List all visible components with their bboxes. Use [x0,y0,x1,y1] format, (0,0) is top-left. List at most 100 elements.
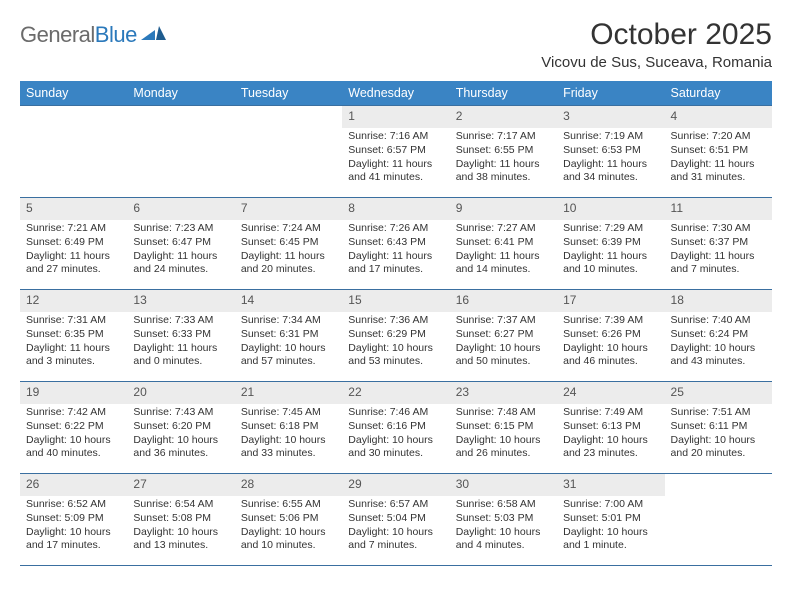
title-block: October 2025 Vicovu de Sus, Suceava, Rom… [541,18,772,71]
calendar-day-cell: 6Sunrise: 7:23 AMSunset: 6:47 PMDaylight… [127,197,234,289]
daylight-text: and 1 minute. [563,539,658,553]
day-number: 24 [557,381,664,404]
sunset-text: Sunset: 6:47 PM [133,236,228,250]
calendar-day-cell [20,105,127,197]
day-content: Sunrise: 7:42 AMSunset: 6:22 PMDaylight:… [20,404,127,465]
sunset-text: Sunset: 6:16 PM [348,420,443,434]
daylight-text: and 3 minutes. [26,355,121,369]
day-content: Sunrise: 7:39 AMSunset: 6:26 PMDaylight:… [557,312,664,373]
day-number: 10 [557,197,664,220]
sunrise-text: Sunrise: 7:26 AM [348,222,443,236]
sunset-text: Sunset: 6:51 PM [671,144,766,158]
day-number: 8 [342,197,449,220]
sunrise-text: Sunrise: 7:24 AM [241,222,336,236]
daylight-text: Daylight: 11 hours [671,250,766,264]
sunrise-text: Sunrise: 7:17 AM [456,130,551,144]
sunrise-text: Sunrise: 6:54 AM [133,498,228,512]
calendar-day-cell: 18Sunrise: 7:40 AMSunset: 6:24 PMDayligh… [665,289,772,381]
daylight-text: and 14 minutes. [456,263,551,277]
sunrise-text: Sunrise: 7:23 AM [133,222,228,236]
weekday-header: Saturday [665,81,772,105]
day-content: Sunrise: 7:31 AMSunset: 6:35 PMDaylight:… [20,312,127,373]
sunrise-text: Sunrise: 7:48 AM [456,406,551,420]
daylight-text: and 20 minutes. [241,263,336,277]
sunset-text: Sunset: 6:31 PM [241,328,336,342]
daylight-text: Daylight: 11 hours [241,250,336,264]
calendar-day-cell: 2Sunrise: 7:17 AMSunset: 6:55 PMDaylight… [450,105,557,197]
day-content: Sunrise: 6:55 AMSunset: 5:06 PMDaylight:… [235,496,342,557]
sunrise-text: Sunrise: 7:27 AM [456,222,551,236]
sunset-text: Sunset: 6:11 PM [671,420,766,434]
calendar-day-cell: 30Sunrise: 6:58 AMSunset: 5:03 PMDayligh… [450,473,557,565]
day-content: Sunrise: 6:54 AMSunset: 5:08 PMDaylight:… [127,496,234,557]
day-number: 20 [127,381,234,404]
calendar-day-cell [665,473,772,565]
day-number: 18 [665,289,772,312]
weekday-header: Tuesday [235,81,342,105]
daylight-text: and 40 minutes. [26,447,121,461]
calendar-day-cell: 19Sunrise: 7:42 AMSunset: 6:22 PMDayligh… [20,381,127,473]
brand-mark-icon [141,24,167,47]
calendar-day-cell: 1Sunrise: 7:16 AMSunset: 6:57 PMDaylight… [342,105,449,197]
sunset-text: Sunset: 6:20 PM [133,420,228,434]
sunset-text: Sunset: 6:43 PM [348,236,443,250]
daylight-text: Daylight: 10 hours [563,526,658,540]
day-number: 16 [450,289,557,312]
calendar-week-row: 19Sunrise: 7:42 AMSunset: 6:22 PMDayligh… [20,381,772,473]
sunrise-text: Sunrise: 7:39 AM [563,314,658,328]
day-content: Sunrise: 7:17 AMSunset: 6:55 PMDaylight:… [450,128,557,189]
day-number: 5 [20,197,127,220]
calendar-day-cell: 7Sunrise: 7:24 AMSunset: 6:45 PMDaylight… [235,197,342,289]
sunrise-text: Sunrise: 7:45 AM [241,406,336,420]
day-content: Sunrise: 7:19 AMSunset: 6:53 PMDaylight:… [557,128,664,189]
daylight-text: Daylight: 11 hours [133,250,228,264]
sunrise-text: Sunrise: 7:00 AM [563,498,658,512]
weekday-header: Sunday [20,81,127,105]
calendar-table: Sunday Monday Tuesday Wednesday Thursday… [20,81,772,566]
sunset-text: Sunset: 6:55 PM [456,144,551,158]
weekday-header: Friday [557,81,664,105]
daylight-text: Daylight: 10 hours [26,434,121,448]
daylight-text: and 38 minutes. [456,171,551,185]
day-number: 30 [450,473,557,496]
day-number: 29 [342,473,449,496]
sunset-text: Sunset: 6:29 PM [348,328,443,342]
calendar-day-cell: 3Sunrise: 7:19 AMSunset: 6:53 PMDaylight… [557,105,664,197]
day-number-empty [665,473,772,495]
calendar-day-cell: 14Sunrise: 7:34 AMSunset: 6:31 PMDayligh… [235,289,342,381]
brand-part1: General [20,22,95,47]
calendar-day-cell: 22Sunrise: 7:46 AMSunset: 6:16 PMDayligh… [342,381,449,473]
calendar-day-cell: 5Sunrise: 7:21 AMSunset: 6:49 PMDaylight… [20,197,127,289]
daylight-text: and 30 minutes. [348,447,443,461]
day-content: Sunrise: 7:49 AMSunset: 6:13 PMDaylight:… [557,404,664,465]
daylight-text: Daylight: 10 hours [348,526,443,540]
daylight-text: Daylight: 10 hours [241,526,336,540]
daylight-text: and 10 minutes. [563,263,658,277]
sunrise-text: Sunrise: 7:33 AM [133,314,228,328]
weekday-header: Monday [127,81,234,105]
sunset-text: Sunset: 6:18 PM [241,420,336,434]
sunset-text: Sunset: 6:49 PM [26,236,121,250]
daylight-text: and 23 minutes. [563,447,658,461]
sunset-text: Sunset: 6:27 PM [456,328,551,342]
daylight-text: and 24 minutes. [133,263,228,277]
day-number: 28 [235,473,342,496]
daylight-text: and 7 minutes. [671,263,766,277]
brand-part2: Blue [95,22,137,47]
sunset-text: Sunset: 6:35 PM [26,328,121,342]
day-number: 13 [127,289,234,312]
day-number: 11 [665,197,772,220]
day-number-empty [127,105,234,127]
daylight-text: Daylight: 11 hours [456,250,551,264]
day-content: Sunrise: 7:36 AMSunset: 6:29 PMDaylight:… [342,312,449,373]
day-content: Sunrise: 7:26 AMSunset: 6:43 PMDaylight:… [342,220,449,281]
daylight-text: Daylight: 10 hours [241,342,336,356]
day-number: 25 [665,381,772,404]
sunset-text: Sunset: 6:39 PM [563,236,658,250]
daylight-text: and 53 minutes. [348,355,443,369]
daylight-text: and 20 minutes. [671,447,766,461]
day-number: 15 [342,289,449,312]
daylight-text: and 31 minutes. [671,171,766,185]
calendar-day-cell: 28Sunrise: 6:55 AMSunset: 5:06 PMDayligh… [235,473,342,565]
day-content: Sunrise: 7:30 AMSunset: 6:37 PMDaylight:… [665,220,772,281]
